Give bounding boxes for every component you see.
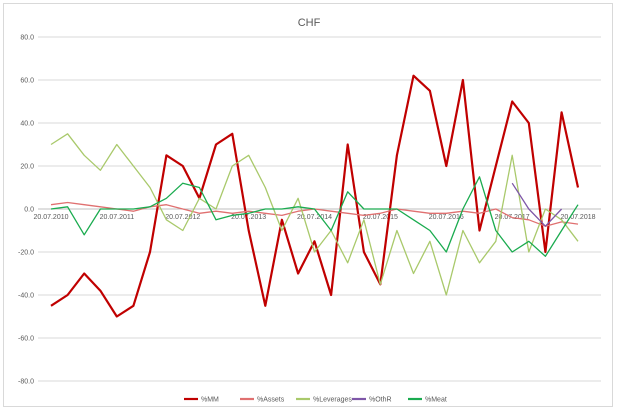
chart-frame: CHF -80.0 -60.0 -40.0 -20.0 0.0 20.0 40.0 60.0 8…: [3, 3, 613, 407]
legend-label: %Assets: [257, 397, 285, 404]
series-line: [50, 133, 579, 296]
legend-label: %Meat: [425, 397, 447, 404]
series-line: [50, 176, 579, 257]
y-tick-label: -20.0: [18, 250, 34, 257]
legend-label: %OthR: [369, 397, 392, 404]
x-tick-label: 20.07.2010: [33, 214, 68, 221]
x-tick-label: 20.07.2012: [165, 214, 200, 221]
y-axis-ticks: -80.0 -60.0 -40.0 -20.0 0.0 20.0 40.0 60.0 80.0: [18, 35, 34, 386]
x-tick-label: 20.07.2013: [231, 214, 266, 221]
gridlines: [38, 36, 601, 382]
x-tick-label: 20.07.2011: [100, 214, 135, 221]
x-tick-label: 20.07.2014: [297, 214, 332, 221]
y-tick-label: -40.0: [18, 293, 34, 300]
series-line: [511, 182, 563, 227]
legend: %MM %Assets %Leverages %OthR %Meat: [184, 397, 447, 404]
y-tick-label: 60.0: [20, 78, 34, 85]
series-lines: [50, 74, 580, 318]
y-tick-label: 40.0: [20, 121, 34, 128]
y-tick-label: 0.0: [24, 207, 34, 214]
x-tick-label: 20.07.2018: [560, 214, 595, 221]
chart-svg: CHF -80.0 -60.0 -40.0 -20.0 0.0 20.0 40.0 60.0 8…: [18, 17, 601, 404]
chart-title: CHF: [298, 17, 321, 29]
legend-label: %MM: [201, 397, 219, 404]
legend-label: %Leverages: [313, 397, 352, 404]
x-tick-label: 20.07.2016: [429, 214, 464, 221]
y-tick-label: -80.0: [18, 379, 34, 386]
series-line: [50, 74, 580, 318]
y-tick-label: 80.0: [20, 35, 34, 42]
y-tick-label: 20.0: [20, 164, 34, 171]
x-tick-label: 20.07.2015: [363, 214, 398, 221]
y-tick-label: -60.0: [18, 336, 34, 343]
